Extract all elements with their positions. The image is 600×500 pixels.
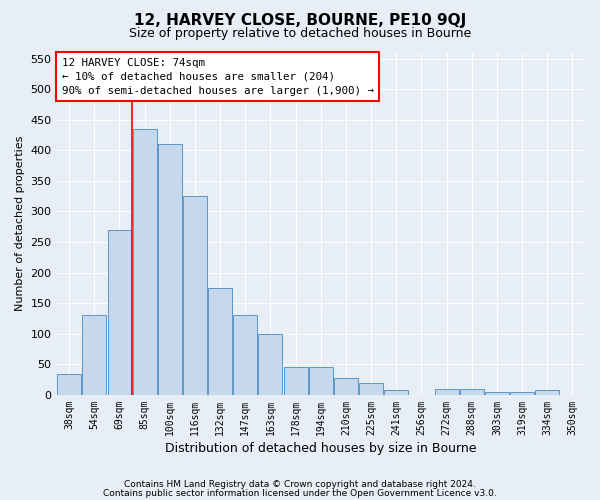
Bar (535, 390, 559, 395)
Text: Contains HM Land Registry data © Crown copyright and database right 2024.: Contains HM Land Registry data © Crown c… (124, 480, 476, 489)
Y-axis label: Number of detached properties: Number of detached properties (15, 136, 25, 312)
Bar (133, 129, 157, 395)
Bar (233, 316, 257, 395)
Bar (485, 392, 509, 395)
Bar (359, 382, 383, 395)
Bar (510, 392, 534, 395)
Bar (434, 389, 458, 395)
Bar (460, 389, 484, 395)
Bar (385, 390, 408, 395)
Text: 12, HARVEY CLOSE, BOURNE, PE10 9QJ: 12, HARVEY CLOSE, BOURNE, PE10 9QJ (134, 12, 466, 28)
X-axis label: Distribution of detached houses by size in Bourne: Distribution of detached houses by size … (165, 442, 476, 455)
Bar (57, 374, 81, 395)
Bar (82, 316, 106, 395)
Bar (158, 144, 182, 395)
Text: 12 HARVEY CLOSE: 74sqm
← 10% of detached houses are smaller (204)
90% of semi-de: 12 HARVEY CLOSE: 74sqm ← 10% of detached… (62, 58, 374, 96)
Bar (107, 230, 131, 395)
Bar (334, 378, 358, 395)
Bar (309, 368, 333, 395)
Text: Size of property relative to detached houses in Bourne: Size of property relative to detached ho… (129, 28, 471, 40)
Bar (259, 334, 283, 395)
Bar (183, 196, 207, 395)
Text: Contains public sector information licensed under the Open Government Licence v3: Contains public sector information licen… (103, 488, 497, 498)
Bar (284, 368, 308, 395)
Bar (208, 288, 232, 395)
